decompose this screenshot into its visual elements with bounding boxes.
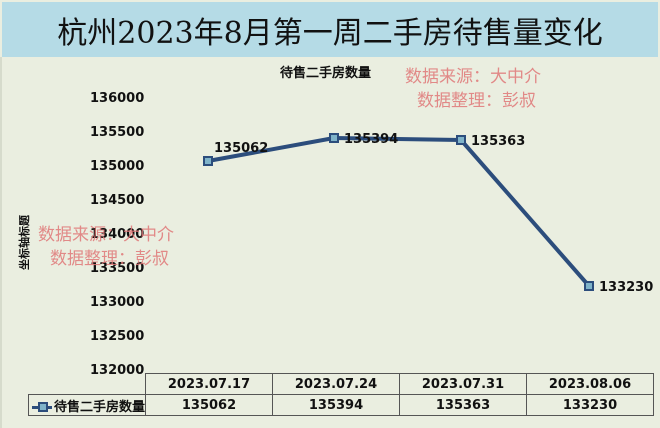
data-label: 133230	[599, 280, 653, 295]
watermark-top-right: 数据来源：大中介 数据整理：彭叔	[405, 67, 541, 111]
y-axis-ticks: 136000 135500 135000 134500 134000 13350…	[90, 91, 144, 378]
series-line	[207, 136, 591, 288]
y-tick: 135000	[90, 159, 144, 174]
line-chart: 待售二手房数量 坐标轴标题 136000 135500 135000 13450…	[17, 65, 653, 378]
y-tick: 132500	[90, 329, 144, 344]
table-header: 2023.07.31	[399, 373, 528, 395]
y-tick: 136000	[90, 91, 144, 106]
table-header: 2023.07.17	[145, 373, 274, 395]
y-tick: 133500	[90, 261, 144, 276]
page-title: 杭州2023年8月第一周二手房待售量变化	[57, 15, 603, 51]
data-label: 135363	[471, 134, 525, 149]
chart-area: 待售二手房数量 坐标轴标题 136000 135500 135000 13450…	[0, 57, 660, 428]
data-point-marker[interactable]	[329, 133, 339, 143]
data-label: 135394	[344, 132, 398, 147]
data-label: 135062	[214, 141, 268, 156]
chart-title: 待售二手房数量	[279, 65, 371, 81]
table-cell: 133230	[526, 394, 655, 416]
data-point-marker[interactable]	[456, 135, 466, 145]
data-labels: 135062 135394 135363 133230	[214, 132, 653, 295]
table-header: 2023.07.24	[272, 373, 401, 395]
y-tick: 134500	[90, 193, 144, 208]
table-cell: 135363	[399, 394, 528, 416]
data-table: 2023.07.17 2023.07.24 2023.07.31 2023.08…	[27, 373, 655, 416]
watermark-left: 数据来源：大中介 数据整理：彭叔	[38, 225, 174, 269]
table-header: 2023.08.06	[526, 373, 655, 395]
legend-line-marker-icon	[32, 402, 52, 412]
table-cell: 135062	[145, 394, 274, 416]
y-tick: 135500	[90, 125, 144, 140]
series-markers	[203, 133, 594, 291]
table-header-row: 2023.07.17 2023.07.24 2023.07.31 2023.08…	[28, 373, 655, 395]
svg-text:数据来源：大中介: 数据来源：大中介	[405, 67, 541, 87]
y-tick: 134000	[90, 227, 144, 242]
data-point-marker[interactable]	[584, 281, 594, 291]
svg-text:数据整理：彭叔: 数据整理：彭叔	[50, 249, 169, 269]
y-axis-title: 坐标轴标题	[17, 214, 31, 270]
table-row: 待售二手房数量 135062 135394 135363 133230	[27, 394, 655, 416]
svg-text:数据来源：大中介: 数据来源：大中介	[38, 225, 174, 245]
data-point-marker[interactable]	[203, 156, 213, 166]
title-bar: 杭州2023年8月第一周二手房待售量变化	[2, 2, 658, 57]
legend-entry: 待售二手房数量	[27, 394, 147, 416]
svg-text:数据整理：彭叔: 数据整理：彭叔	[417, 91, 536, 111]
table-cell: 135394	[272, 394, 401, 416]
y-tick: 133000	[90, 295, 144, 310]
